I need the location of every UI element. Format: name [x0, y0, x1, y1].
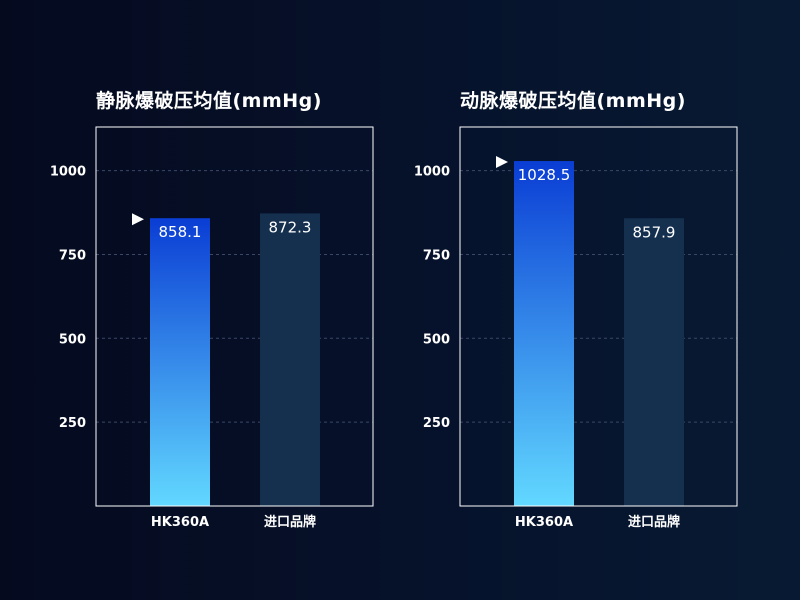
bar: [624, 218, 684, 507]
data-label: 872.3: [269, 218, 312, 236]
plot-frame: [459, 126, 738, 507]
y-tick-label: 1000: [414, 165, 450, 180]
x-tick-label: 进口品牌: [628, 514, 680, 530]
chart-title: 动脉爆破压均值(mmHg): [460, 90, 686, 112]
chart-panel-vein: 静脉爆破压均值(mmHg) 250 500 750 1000 858.1 HK360A 87…: [50, 90, 374, 530]
highlight-marker-icon: [132, 213, 144, 226]
data-label: 1028.5: [518, 166, 571, 184]
y-tick-label: 500: [423, 332, 450, 347]
bar-chart-artery: 250 500 750 1000 1028.5 HK360A 857.9 进口品牌: [414, 126, 738, 530]
bar: [260, 213, 320, 506]
data-label: 858.1: [159, 223, 202, 241]
chart-title: 静脉爆破压均值(mmHg): [96, 90, 322, 112]
plot-frame: [95, 126, 374, 507]
bar: [150, 218, 210, 507]
y-tick-label: 250: [423, 416, 450, 431]
data-label: 857.9: [633, 223, 676, 241]
highlight-marker-icon: [496, 156, 508, 169]
bar: [514, 161, 574, 507]
y-tick-label: 500: [59, 332, 86, 347]
y-tick-label: 750: [423, 248, 450, 263]
y-tick-label: 250: [59, 416, 86, 431]
x-tick-label: 进口品牌: [264, 514, 316, 530]
x-tick-label: HK360A: [515, 515, 573, 530]
x-tick-label: HK360A: [151, 515, 209, 530]
y-tick-label: 1000: [50, 165, 86, 180]
chart-panel-artery: 动脉爆破压均值(mmHg) 250 500 750 1000 1028.5 HK360A 8…: [364, 0, 764, 600]
bar-chart-vein: 250 500 750 1000 858.1 HK360A 872.3 进口品牌: [50, 126, 374, 530]
y-tick-label: 750: [59, 248, 86, 263]
